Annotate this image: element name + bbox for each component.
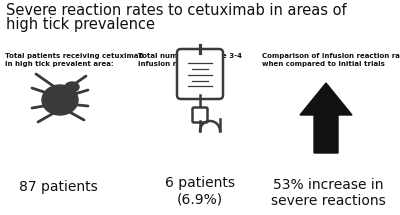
Text: 87 patients: 87 patients (19, 180, 97, 194)
Text: 6 patients
(6.9%): 6 patients (6.9%) (165, 176, 235, 206)
Text: 53% increase in
severe reactions: 53% increase in severe reactions (271, 178, 385, 208)
FancyBboxPatch shape (177, 49, 223, 99)
Text: Severe reaction rates to cetuximab in areas of: Severe reaction rates to cetuximab in ar… (6, 3, 347, 18)
Text: high tick prevalence: high tick prevalence (6, 17, 155, 32)
Text: Total patients receiving cetuximab
in high tick prevalent area:: Total patients receiving cetuximab in hi… (5, 53, 144, 67)
FancyBboxPatch shape (192, 108, 208, 123)
Ellipse shape (65, 82, 79, 92)
Text: Comparison of infusion reaction rate
when compared to initial trials: Comparison of infusion reaction rate whe… (262, 53, 400, 67)
Ellipse shape (42, 85, 78, 115)
Polygon shape (300, 83, 352, 153)
Text: Total number of grade 3-4
infusion reaction:: Total number of grade 3-4 infusion react… (138, 53, 242, 67)
